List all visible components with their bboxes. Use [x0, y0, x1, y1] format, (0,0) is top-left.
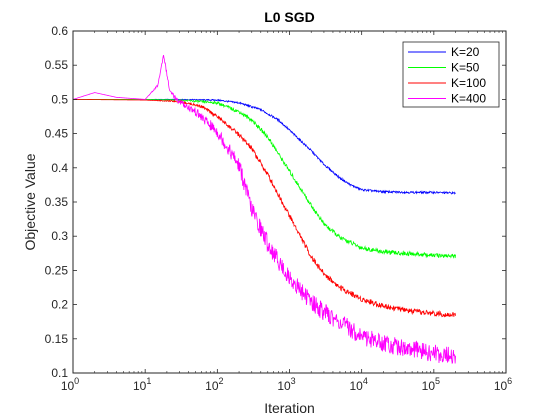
y-tick-label: 0.35	[45, 195, 69, 209]
chart-title: L0 SGD	[264, 9, 315, 25]
x-tick-base: 10	[349, 379, 363, 393]
y-axis-ticks: 0.1 0.15 0.2 0.25 0.3 0.35 0.4 0.45 0.5 0.55 0.6	[45, 24, 506, 380]
x-tick-base: 10	[277, 379, 291, 393]
y-tick-label: 0.15	[45, 332, 69, 346]
x-axis-ticks: 100 101 102 103 104 105 106	[61, 31, 512, 393]
y-tick-label: 0.3	[51, 229, 68, 243]
x-tick-exponent: 6	[507, 376, 512, 386]
y-tick-label: 0.5	[51, 92, 68, 106]
series-line-k-50	[73, 98, 456, 259]
x-tick-exponent: 1	[146, 376, 151, 386]
x-tick-base: 10	[61, 379, 75, 393]
x-tick-base: 10	[205, 379, 219, 393]
x-axis-title: Iteration	[264, 400, 315, 416]
legend: K=20 K=50K=100 K=400	[402, 41, 500, 108]
y-tick-label: 0.25	[45, 263, 69, 277]
legend-label: K=400	[451, 92, 486, 106]
legend-label: K=100	[451, 76, 486, 90]
x-tick-label: 105	[422, 376, 440, 393]
x-tick-label: 102	[205, 376, 223, 393]
x-tick-base: 10	[133, 379, 147, 393]
x-tick-exponent: 5	[435, 376, 440, 386]
x-tick-exponent: 4	[363, 376, 368, 386]
x-tick-exponent: 3	[291, 376, 296, 386]
y-tick-label: 0.6	[51, 24, 68, 38]
x-tick-label: 103	[277, 376, 295, 393]
x-tick-base: 10	[422, 379, 436, 393]
x-tick-label: 101	[133, 376, 151, 393]
y-tick-label: 0.45	[45, 127, 69, 141]
legend-box	[402, 41, 500, 108]
y-tick-label: 0.55	[45, 58, 69, 72]
y-tick-label: 0.4	[51, 161, 68, 175]
x-tick-label: 100	[61, 376, 79, 393]
x-tick-label: 104	[349, 376, 367, 393]
series-line-k-400	[73, 54, 456, 365]
x-tick-base: 10	[494, 379, 508, 393]
legend-label: K=20	[451, 45, 480, 59]
series-line-k-100	[73, 99, 456, 318]
legend-label: K=50	[451, 61, 480, 75]
x-tick-label: 106	[494, 376, 512, 393]
y-axis-title: Objective Value	[22, 153, 38, 250]
y-tick-label: 0.2	[51, 298, 68, 312]
x-tick-exponent: 0	[74, 376, 79, 386]
x-tick-exponent: 2	[219, 376, 224, 386]
series-layer	[73, 54, 456, 365]
y-tick-label: 0.1	[51, 366, 68, 380]
